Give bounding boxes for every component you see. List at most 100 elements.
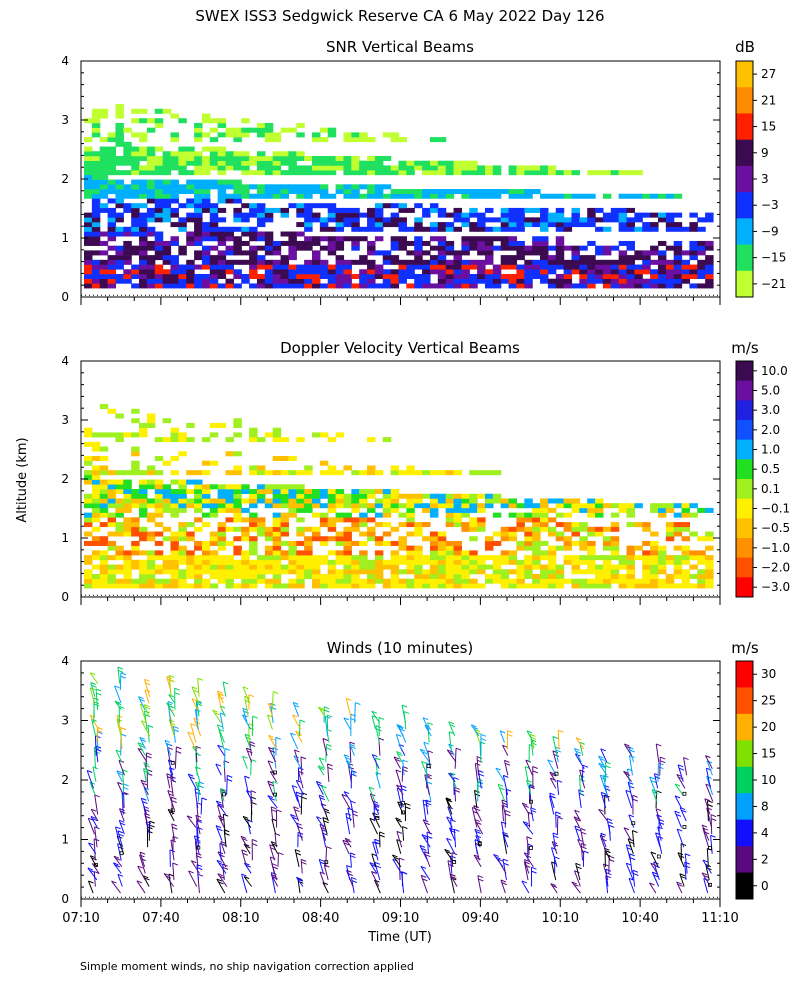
heatmap-cell: [194, 250, 202, 255]
heatmap-cell: [524, 583, 532, 588]
heatmap-cell: [257, 208, 265, 213]
heatmap-cell: [288, 565, 296, 570]
heatmap-cell: [477, 236, 485, 241]
heatmap-cell: [383, 260, 391, 265]
heatmap-cell: [84, 283, 92, 288]
heatmap-cell: [343, 283, 351, 288]
heatmap-cell: [123, 532, 131, 537]
heatmap-cell: [343, 279, 351, 284]
heatmap-cell: [210, 232, 218, 237]
heatmap-cell: [359, 560, 367, 565]
heatmap-cell: [689, 250, 697, 255]
heatmap-cell: [249, 236, 257, 241]
heatmap-cell: [627, 522, 635, 527]
heatmap-cell: [351, 569, 359, 574]
wind-barb-flag: [94, 704, 99, 706]
heatmap-cell: [202, 250, 210, 255]
heatmap-cell: [210, 208, 218, 213]
heatmap-cell: [147, 156, 155, 161]
heatmap-cell: [689, 550, 697, 555]
heatmap-cell: [658, 565, 666, 570]
heatmap-cell: [131, 250, 139, 255]
wind-barb-flag: [376, 758, 381, 760]
heatmap-cell: [493, 470, 501, 475]
x-tick-label: 08:10: [222, 911, 259, 926]
heatmap-cell: [611, 550, 619, 555]
heatmap-cell: [674, 283, 682, 288]
heatmap-cell: [627, 208, 635, 213]
heatmap-cell: [485, 283, 493, 288]
heatmap-cell: [477, 279, 485, 284]
heatmap-cell: [532, 517, 540, 522]
heatmap-cell: [202, 236, 210, 241]
heatmap-cell: [595, 246, 603, 251]
heatmap-cell: [249, 513, 257, 518]
heatmap-cell: [210, 128, 218, 133]
wind-barb-flag: [118, 667, 123, 669]
heatmap-cell: [100, 480, 108, 485]
heatmap-cell: [226, 579, 234, 584]
heatmap-cell: [265, 489, 273, 494]
heatmap-cell: [446, 283, 454, 288]
heatmap-cell: [178, 274, 186, 279]
heatmap-cell: [579, 522, 587, 527]
heatmap-cell: [501, 550, 509, 555]
heatmap-cell: [100, 489, 108, 494]
wind-barb-shaft: [296, 792, 300, 808]
heatmap-cell: [367, 241, 375, 246]
heatmap-cell: [131, 583, 139, 588]
heatmap-cell: [218, 579, 226, 584]
heatmap-cell: [320, 283, 328, 288]
colorbar-swatch: [736, 245, 753, 272]
heatmap-cell: [619, 269, 627, 274]
heatmap-cell: [438, 260, 446, 265]
wind-barb-shaft: [167, 774, 170, 789]
heatmap-cell: [642, 227, 650, 232]
heatmap-cell: [210, 274, 218, 279]
heatmap-cell: [273, 536, 281, 541]
heatmap-cell: [100, 456, 108, 461]
heatmap-cell: [265, 260, 273, 265]
heatmap-cell: [304, 184, 312, 189]
heatmap-cell: [218, 569, 226, 574]
heatmap-cell: [391, 165, 399, 170]
heatmap-cell: [304, 541, 312, 546]
heatmap-cell: [92, 203, 100, 208]
heatmap-cell: [438, 161, 446, 166]
heatmap-cell: [202, 208, 210, 213]
heatmap-cell: [218, 156, 226, 161]
heatmap-cell: [233, 236, 241, 241]
heatmap-cell: [564, 194, 572, 199]
heatmap-cell: [100, 569, 108, 574]
heatmap-cell: [461, 265, 469, 270]
heatmap-cell: [689, 227, 697, 232]
heatmap-cell: [108, 569, 116, 574]
heatmap-cell: [391, 541, 399, 546]
colorbar-swatch: [736, 518, 753, 538]
heatmap-cell: [84, 222, 92, 227]
heatmap-cell: [461, 165, 469, 170]
heatmap-cell: [524, 498, 532, 503]
heatmap-cell: [170, 260, 178, 265]
heatmap-cell: [147, 246, 155, 251]
heatmap-cell: [131, 470, 139, 475]
wind-barb-shaft: [90, 688, 94, 703]
heatmap-cell: [682, 560, 690, 565]
wind-barb-shaft: [189, 871, 197, 887]
heatmap-cell: [328, 170, 336, 175]
heatmap-cell: [108, 574, 116, 579]
heatmap-cell: [131, 409, 139, 414]
heatmap-cell: [705, 260, 713, 265]
heatmap-cell: [304, 283, 312, 288]
heatmap-cell: [399, 494, 407, 499]
heatmap-cell: [194, 503, 202, 508]
heatmap-cell: [218, 274, 226, 279]
heatmap-cell: [163, 109, 171, 114]
heatmap-cell: [241, 260, 249, 265]
heatmap-cell: [627, 550, 635, 555]
heatmap-cell: [139, 513, 147, 518]
wind-barb-flag: [301, 859, 306, 861]
heatmap-cell: [414, 574, 422, 579]
heatmap-cell: [516, 569, 524, 574]
heatmap-cell: [226, 494, 234, 499]
